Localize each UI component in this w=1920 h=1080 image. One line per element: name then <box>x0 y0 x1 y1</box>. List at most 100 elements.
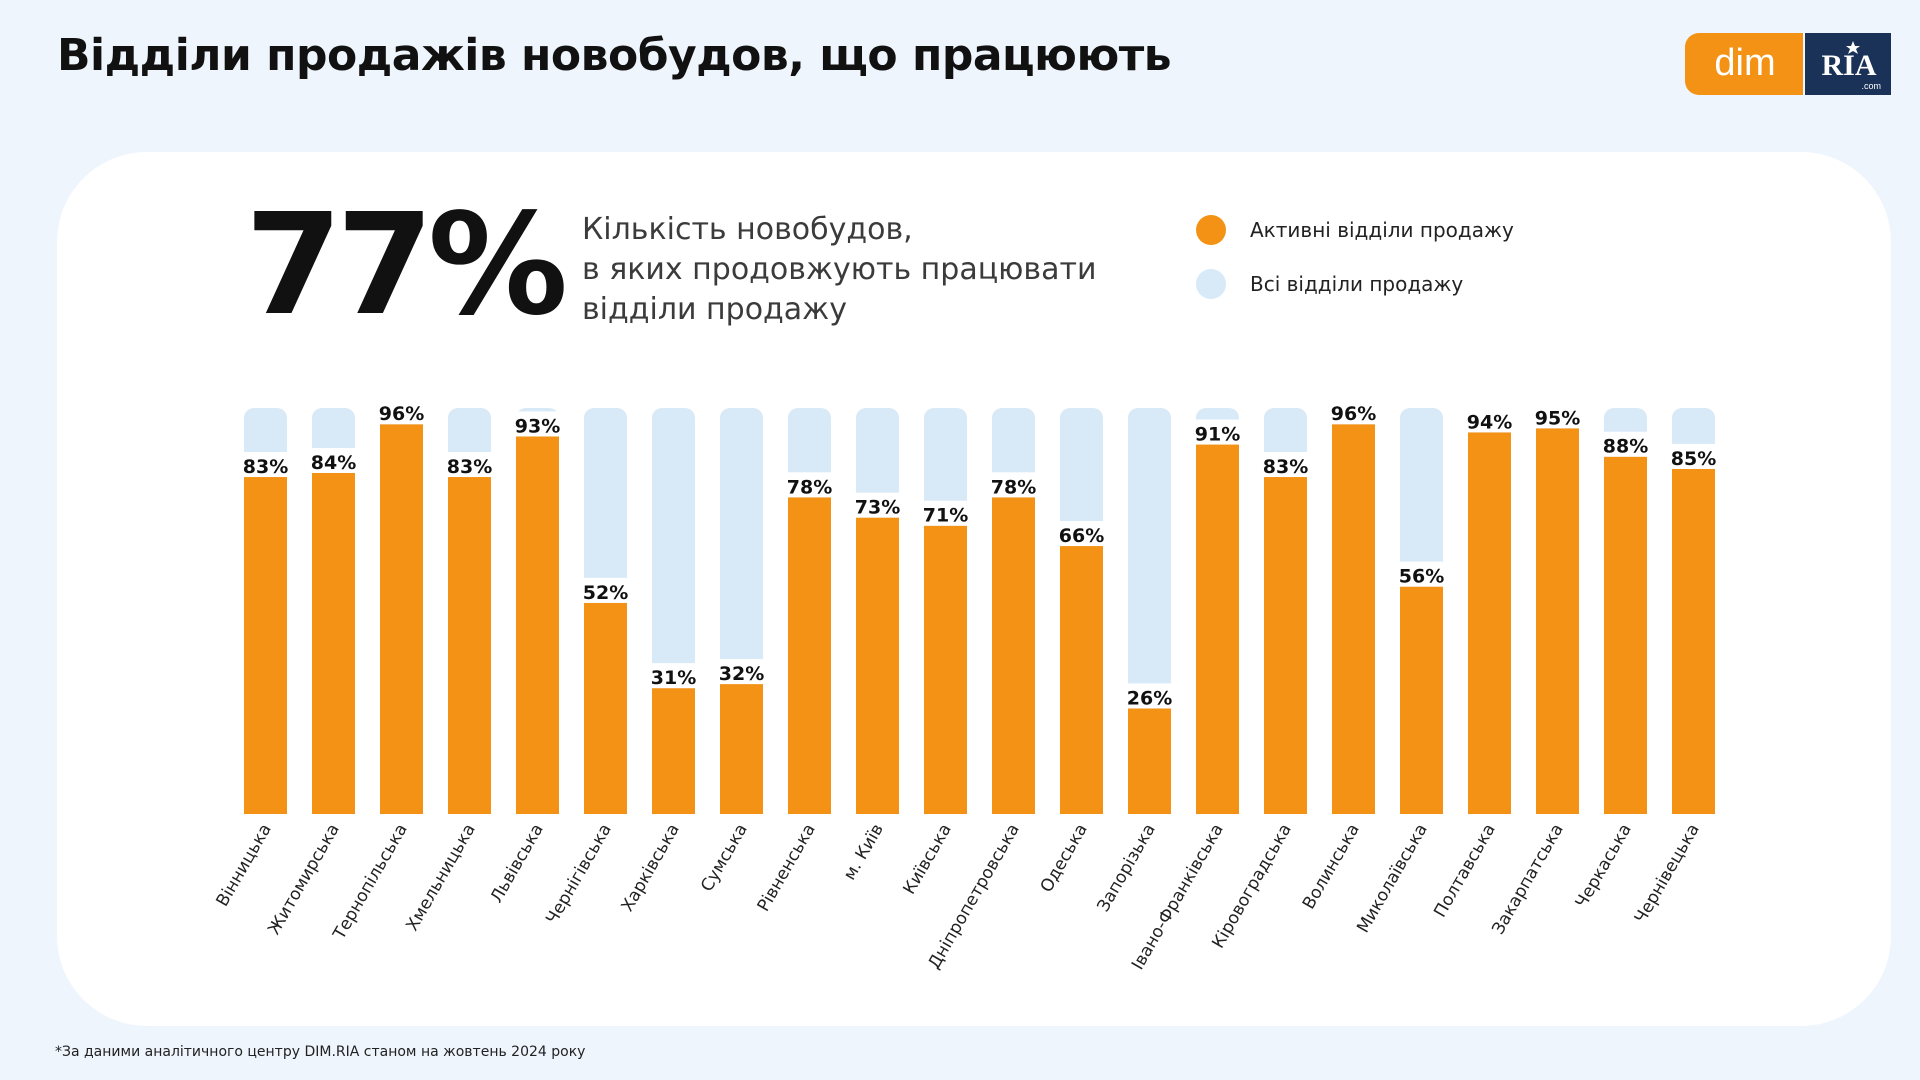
data-label: 83% <box>447 456 492 478</box>
active-bar <box>312 472 355 814</box>
legend-active-dot <box>1196 215 1226 245</box>
data-label: 32% <box>719 663 764 685</box>
active-bar <box>1060 546 1103 814</box>
chart-card <box>57 152 1891 1026</box>
category-label: Житомирська <box>264 821 344 939</box>
active-bar <box>924 525 967 814</box>
category-label: Вінницька <box>213 821 276 911</box>
data-label: 31% <box>651 667 696 689</box>
footnote: *За даними аналітичного центру DIM.RIA с… <box>55 1044 586 1060</box>
data-label: 93% <box>515 415 560 437</box>
active-bar <box>1332 424 1375 814</box>
data-label: 71% <box>923 505 968 527</box>
data-label: 52% <box>583 582 628 604</box>
category-label: Черкаська <box>1572 821 1636 912</box>
headline-value: 77% <box>245 184 568 347</box>
legend: Активні відділи продажу Всі відділи прод… <box>1196 215 1514 323</box>
category-label: Чернівецька <box>1631 821 1704 928</box>
data-label: 96% <box>1331 403 1376 425</box>
data-label: 91% <box>1195 424 1240 446</box>
category-label: Полтавська <box>1430 821 1500 921</box>
data-label-bg <box>1057 521 1106 547</box>
category-label: Рівненська <box>754 821 820 916</box>
active-bar <box>584 602 627 814</box>
svg-text:.com: .com <box>1861 81 1881 91</box>
data-label-bg <box>1397 561 1446 587</box>
category-label: Тернопільська <box>329 821 412 944</box>
category-label: м. Київ <box>840 821 888 884</box>
data-label: 94% <box>1467 411 1512 433</box>
data-label-bg <box>785 472 834 498</box>
active-bar <box>856 517 899 814</box>
active-bar <box>720 684 763 814</box>
category-label: Львівська <box>487 821 548 907</box>
data-label: 83% <box>243 456 288 478</box>
data-label-bg <box>377 399 426 425</box>
data-label-bg <box>1601 431 1650 457</box>
active-bar <box>244 477 287 814</box>
data-label-bg <box>241 452 290 478</box>
category-label: Сумська <box>697 821 752 896</box>
data-label-bg <box>1533 403 1582 429</box>
category-label: Волинська <box>1299 821 1364 913</box>
data-label-bg <box>513 411 562 437</box>
data-label: 78% <box>787 476 832 498</box>
data-label-bg <box>717 659 766 685</box>
data-label-bg <box>1261 452 1310 478</box>
legend-item-total: Всі відділи продажу <box>1196 269 1514 299</box>
active-bar <box>1264 477 1307 814</box>
svg-text:RIA: RIA <box>1821 49 1876 82</box>
category-label: Чернігівська <box>542 821 616 928</box>
active-bar <box>652 688 695 814</box>
data-label-bg <box>921 500 970 526</box>
category-label: Київська <box>900 821 956 898</box>
data-label-bg <box>581 577 630 603</box>
category-label: Миколаївська <box>1353 821 1432 937</box>
data-label: 26% <box>1127 687 1172 709</box>
active-bar <box>1672 468 1715 814</box>
active-bar <box>1128 708 1171 814</box>
svg-text:dim: dim <box>1714 42 1775 84</box>
active-bar <box>516 436 559 814</box>
data-label-bg <box>649 663 698 689</box>
category-label: Запорізька <box>1093 821 1159 916</box>
headline-description: Кількість новобудов, в яких продовжують … <box>582 210 1142 330</box>
data-label: 95% <box>1535 407 1580 429</box>
legend-label: Активні відділи продажу <box>1250 218 1514 242</box>
active-bar <box>992 497 1035 814</box>
active-bar <box>1536 428 1579 814</box>
active-bar <box>448 477 491 814</box>
data-label: 83% <box>1263 456 1308 478</box>
page-title: Відділи продажів новобудов, що працюють <box>57 30 1172 81</box>
active-bar <box>1468 432 1511 814</box>
data-label: 84% <box>311 452 356 474</box>
category-label: Харківська <box>618 821 684 916</box>
description-line: відділи продажу <box>582 292 847 327</box>
data-label: 73% <box>855 497 900 519</box>
data-label-bg <box>1465 407 1514 433</box>
active-bar <box>1400 586 1443 814</box>
data-label: 96% <box>379 403 424 425</box>
description-line: в яких продовжують працювати <box>582 252 1097 287</box>
data-label-bg <box>1669 443 1718 469</box>
category-label: Одеська <box>1037 821 1092 897</box>
data-label-bg <box>1329 399 1378 425</box>
data-label-bg <box>853 492 902 518</box>
legend-label: Всі відділи продажу <box>1250 272 1464 296</box>
active-bar <box>1196 444 1239 814</box>
data-label: 85% <box>1671 448 1716 470</box>
data-label: 66% <box>1059 525 1104 547</box>
data-label-bg <box>1125 683 1174 709</box>
category-label: Закарпатська <box>1488 821 1567 939</box>
data-label: 56% <box>1399 566 1444 588</box>
data-label: 88% <box>1603 436 1648 458</box>
legend-item-active: Активні відділи продажу <box>1196 215 1514 245</box>
data-label: 78% <box>991 476 1036 498</box>
active-bar <box>380 424 423 814</box>
data-label-bg <box>1193 419 1242 445</box>
active-bar <box>788 497 831 814</box>
dim-ria-logo: dim RIA .com <box>1685 33 1891 95</box>
description-line: Кількість новобудов, <box>582 212 913 247</box>
data-label-bg <box>309 447 358 473</box>
